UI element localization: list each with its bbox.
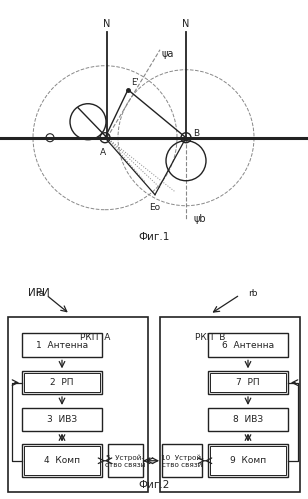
- Bar: [24, 446, 100, 476]
- Text: rb: rb: [248, 289, 257, 298]
- Bar: [24, 373, 100, 392]
- Bar: [208, 408, 288, 431]
- Text: N: N: [182, 19, 190, 29]
- Bar: [160, 317, 300, 492]
- Bar: [22, 371, 102, 394]
- Bar: [208, 445, 288, 477]
- Text: РКП  А: РКП А: [80, 333, 110, 342]
- Text: 1  Антенна: 1 Антенна: [36, 341, 88, 350]
- Text: 3  ИВЗ: 3 ИВЗ: [47, 415, 77, 424]
- Bar: [162, 445, 202, 477]
- Text: 6  Антенна: 6 Антенна: [222, 341, 274, 350]
- Text: 5  Устрой-
ство связи: 5 Устрой- ство связи: [105, 454, 146, 468]
- Bar: [22, 333, 102, 357]
- Bar: [210, 446, 286, 476]
- Text: Фиг.1: Фиг.1: [138, 232, 170, 242]
- Text: B: B: [193, 129, 199, 138]
- Bar: [108, 445, 143, 477]
- Bar: [210, 373, 286, 392]
- Text: 10  Устрой-
ство связи: 10 Устрой- ство связи: [161, 454, 203, 468]
- Text: Фиг.2: Фиг.2: [138, 480, 170, 490]
- Bar: [8, 317, 148, 492]
- Text: E': E': [131, 78, 139, 87]
- Bar: [208, 371, 288, 394]
- Text: РКП  В: РКП В: [195, 333, 225, 342]
- Text: ψa: ψa: [162, 49, 174, 59]
- Text: ИРИ: ИРИ: [28, 288, 50, 298]
- Text: ra: ra: [35, 289, 44, 298]
- Bar: [22, 408, 102, 431]
- Text: Eo: Eo: [149, 203, 160, 212]
- Bar: [22, 445, 102, 477]
- Bar: [208, 333, 288, 357]
- Text: ψb: ψb: [194, 214, 207, 224]
- Text: 7  РП: 7 РП: [236, 378, 260, 387]
- Text: 8  ИВЗ: 8 ИВЗ: [233, 415, 263, 424]
- Text: 9  Комп: 9 Комп: [230, 456, 266, 465]
- Text: A: A: [100, 148, 106, 157]
- Text: N: N: [103, 19, 111, 29]
- Text: 2  РП: 2 РП: [50, 378, 74, 387]
- Text: 4  Комп: 4 Комп: [44, 456, 80, 465]
